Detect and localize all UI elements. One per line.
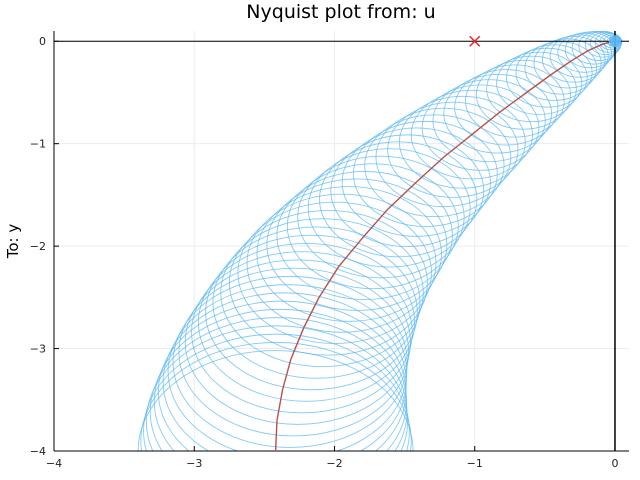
uncertainty-circle bbox=[246, 193, 437, 333]
y-tick-label: −2 bbox=[30, 240, 46, 253]
uncertainty-circle bbox=[220, 218, 424, 368]
uncertainty-circle bbox=[375, 107, 512, 208]
uncertainty-circle bbox=[149, 317, 408, 451]
x-tick-label: −2 bbox=[326, 457, 342, 470]
origin-cluster bbox=[608, 35, 621, 48]
tick-labels: −4 −3 −2 −1 0 −4 −3 −2 −1 0 bbox=[30, 35, 619, 470]
uncertainty-circle bbox=[184, 259, 411, 425]
uncertainty-circle bbox=[443, 73, 553, 154]
uncertainty-circle bbox=[524, 41, 598, 95]
uncertainty-circle bbox=[432, 79, 546, 163]
uncertainty-circle bbox=[341, 127, 491, 237]
critical-point-marker bbox=[469, 35, 481, 47]
uncertainty-circle bbox=[475, 59, 572, 130]
x-tick-label: −1 bbox=[467, 457, 483, 470]
uncertainty-circle bbox=[228, 209, 428, 356]
nominal-curve bbox=[274, 40, 616, 451]
grid bbox=[53, 31, 629, 452]
uncertainty-circle bbox=[157, 300, 407, 451]
uncertainty-circle bbox=[330, 134, 485, 248]
uncertainty-circle bbox=[549, 34, 609, 78]
uncertainty-circle bbox=[454, 69, 559, 146]
uncertainty-circle bbox=[145, 325, 409, 451]
y-tick-label: −4 bbox=[30, 445, 46, 458]
y-tick-label: −1 bbox=[30, 138, 46, 151]
uncertainty-circle bbox=[364, 114, 505, 218]
chart-title: Nyquist plot from: u bbox=[246, 1, 435, 23]
y-axis-label: To: y bbox=[4, 224, 22, 260]
uncertainty-circle bbox=[191, 251, 413, 414]
uncertainty-circle bbox=[212, 226, 421, 379]
x-tick-label: −4 bbox=[46, 457, 62, 470]
uncertainty-circle bbox=[140, 341, 412, 451]
uncertainty-circle bbox=[297, 155, 465, 279]
uncertainty-circle bbox=[153, 308, 407, 451]
uncertainty-circle bbox=[286, 163, 459, 290]
x-tick-label: 0 bbox=[611, 457, 618, 470]
uncertainty-circle bbox=[486, 55, 577, 123]
uncertainty-circle bbox=[352, 120, 498, 227]
uncertainty-circle bbox=[137, 350, 414, 451]
x-tick-label: −3 bbox=[186, 457, 202, 470]
y-tick-label: −3 bbox=[30, 343, 46, 356]
uncertainty-circle bbox=[237, 201, 432, 345]
uncertainty-circle bbox=[256, 186, 442, 322]
uncertainty-circle bbox=[496, 51, 583, 115]
axes bbox=[53, 31, 629, 452]
uncertainty-circle bbox=[205, 234, 418, 391]
series bbox=[274, 35, 621, 451]
uncertainty-circle bbox=[319, 141, 478, 258]
uncertainty-circle bbox=[387, 101, 519, 198]
uncertainty-circles bbox=[137, 31, 623, 451]
marker-stroke bbox=[469, 35, 481, 47]
uncertainty-circle bbox=[465, 64, 565, 138]
uncertainty-circle bbox=[143, 333, 410, 451]
y-tick-label: 0 bbox=[39, 35, 46, 48]
uncertainty-circle bbox=[307, 148, 471, 268]
